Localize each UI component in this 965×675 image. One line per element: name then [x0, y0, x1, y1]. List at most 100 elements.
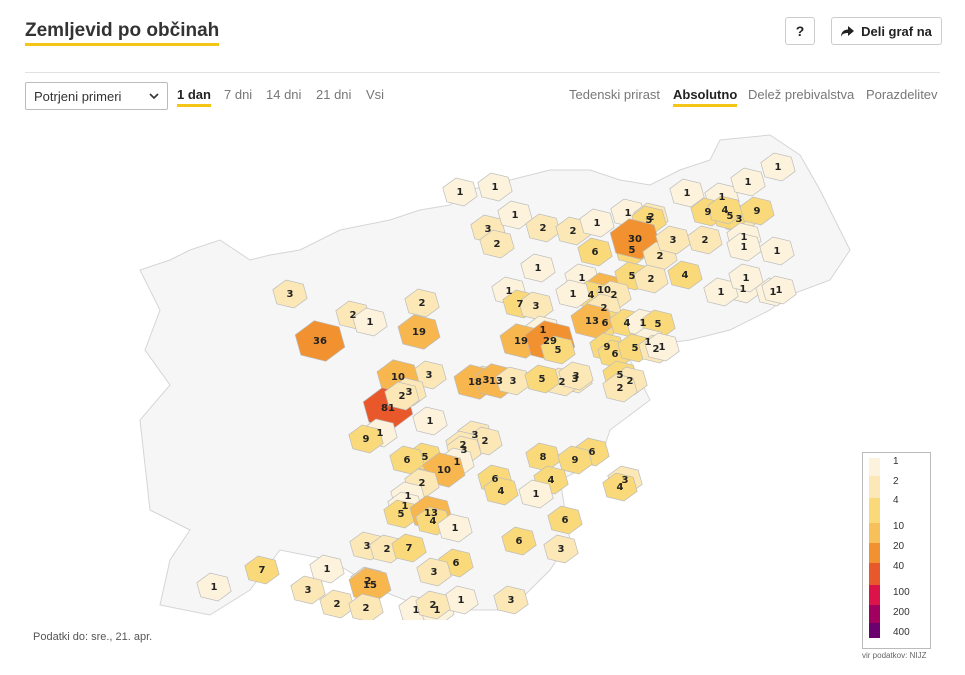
municipality-region[interactable] — [442, 177, 478, 207]
municipality-region[interactable] — [415, 590, 451, 620]
municipality-region[interactable] — [558, 361, 594, 391]
municipality-region[interactable] — [655, 225, 691, 255]
tab-7-dni[interactable]: 7 dni — [224, 87, 253, 102]
municipality-region[interactable] — [348, 424, 384, 454]
municipality-count-label: 1 — [640, 318, 647, 329]
municipality-count-label: 5 — [727, 211, 734, 222]
municipality-region[interactable] — [520, 253, 556, 283]
municipality-count-label: 1 — [211, 582, 218, 593]
tab-14-dni[interactable]: 14 dni — [266, 87, 302, 102]
municipality-region[interactable] — [412, 406, 448, 436]
municipality-region[interactable] — [602, 373, 638, 403]
metric-select[interactable]: Potrjeni primeri — [25, 82, 168, 110]
municipality-count-label: 8 — [540, 452, 547, 463]
municipality-count-label: 4 — [722, 205, 729, 216]
municipality-count-label: 13 — [424, 508, 438, 519]
municipality-region[interactable] — [397, 314, 441, 350]
tab-1-dan[interactable]: 1 dan — [177, 87, 211, 107]
municipality-region[interactable] — [290, 575, 326, 605]
tab-delez-prebivalstva[interactable]: Delež prebivalstva — [748, 87, 855, 102]
municipality-region[interactable] — [525, 213, 561, 243]
municipality-count-label: 2 — [399, 391, 406, 402]
municipality-region[interactable] — [687, 225, 723, 255]
municipality-region[interactable] — [730, 167, 766, 197]
municipality-count-label: 5 — [655, 319, 662, 330]
tab-absolutno[interactable]: Absolutno — [673, 87, 738, 107]
municipality-region[interactable] — [669, 178, 705, 208]
municipality-region[interactable] — [391, 533, 427, 563]
municipality-region[interactable] — [384, 381, 420, 411]
municipality-count-label: 1 — [405, 491, 412, 502]
municipality-region[interactable] — [309, 554, 345, 584]
municipality-region[interactable] — [493, 585, 529, 615]
municipality-count-label: 1 — [458, 595, 465, 606]
municipality-count-label: 3 — [508, 595, 515, 606]
municipality-region[interactable] — [319, 589, 355, 619]
municipality-region[interactable] — [348, 593, 384, 620]
municipality-count-label: 3 — [483, 375, 490, 386]
municipality-count-label: 13 — [489, 376, 503, 387]
municipality-region[interactable] — [728, 263, 764, 293]
municipality-count-label: 2 — [350, 310, 357, 321]
municipality-region[interactable] — [501, 526, 537, 556]
tab-porazdelitev[interactable]: Porazdelitev — [866, 87, 938, 102]
municipality-region[interactable] — [383, 499, 419, 529]
municipality-count-label: 4 — [548, 475, 555, 486]
municipality-count-label: 9 — [754, 206, 761, 217]
municipality-region[interactable] — [633, 264, 669, 294]
municipality-region[interactable] — [555, 279, 591, 309]
municipality-region[interactable] — [497, 200, 533, 230]
municipality-region[interactable] — [495, 366, 531, 396]
municipality-region[interactable] — [577, 237, 613, 267]
municipality-count-label: 1 — [535, 263, 542, 274]
municipality-count-label: 1 — [594, 218, 601, 229]
municipality-count-label: 19 — [514, 336, 528, 347]
municipality-count-label: 3 — [305, 585, 312, 596]
municipality-count-label: 3 — [510, 376, 517, 387]
municipality-region[interactable] — [483, 476, 519, 506]
municipality-region[interactable] — [726, 232, 762, 262]
municipality-region[interactable] — [707, 195, 743, 225]
tab-vsi[interactable]: Vsi — [366, 87, 385, 102]
municipality-region[interactable] — [244, 555, 280, 585]
municipality-count-label: 2 — [702, 235, 709, 246]
municipality-region[interactable] — [518, 479, 554, 509]
municipality-region[interactable] — [602, 472, 638, 502]
help-button[interactable]: ? — [785, 17, 815, 45]
municipality-count-label: 3 — [533, 301, 540, 312]
municipality-count-label: 3 — [431, 567, 438, 578]
municipality-region[interactable] — [416, 557, 452, 587]
municipality-region[interactable] — [543, 534, 579, 564]
municipality-count-label: 6 — [562, 515, 569, 526]
municipality-region[interactable] — [557, 445, 593, 475]
legend-label-1: 1 — [893, 456, 899, 467]
municipality-region[interactable] — [760, 152, 796, 182]
municipality-region[interactable] — [437, 513, 473, 543]
municipality-region[interactable] — [579, 208, 615, 238]
municipality-count-label: 2 — [482, 436, 489, 447]
municipality-region[interactable] — [294, 320, 346, 362]
municipality-region[interactable] — [761, 275, 797, 305]
municipality-region[interactable] — [667, 260, 703, 290]
municipality-region[interactable] — [352, 307, 388, 337]
municipality-count-label: 5 — [629, 271, 636, 282]
municipality-region[interactable] — [759, 236, 795, 266]
municipality-count-label: 1 — [512, 210, 519, 221]
municipality-region[interactable] — [477, 172, 513, 202]
municipality-region[interactable] — [540, 335, 576, 365]
municipality-region[interactable] — [404, 288, 440, 318]
municipality-count-label: 9 — [705, 207, 712, 218]
municipality-region[interactable] — [272, 279, 308, 309]
municipality-count-label: 9 — [363, 434, 370, 445]
municipality-region[interactable] — [644, 332, 680, 362]
municipality-region[interactable] — [547, 505, 583, 535]
tab-tedenski-prirast[interactable]: Tedenski prirast — [569, 87, 661, 102]
tab-21-dni[interactable]: 21 dni — [316, 87, 352, 102]
municipality-region[interactable] — [524, 364, 560, 394]
municipality-count-label: 2 — [384, 544, 391, 555]
municipality-region[interactable] — [479, 229, 515, 259]
municipality-count-label: 19 — [412, 327, 426, 338]
municipality-region[interactable] — [196, 572, 232, 602]
municipality-count-label: 1 — [540, 325, 547, 336]
share-button[interactable]: Deli graf na — [831, 17, 942, 45]
